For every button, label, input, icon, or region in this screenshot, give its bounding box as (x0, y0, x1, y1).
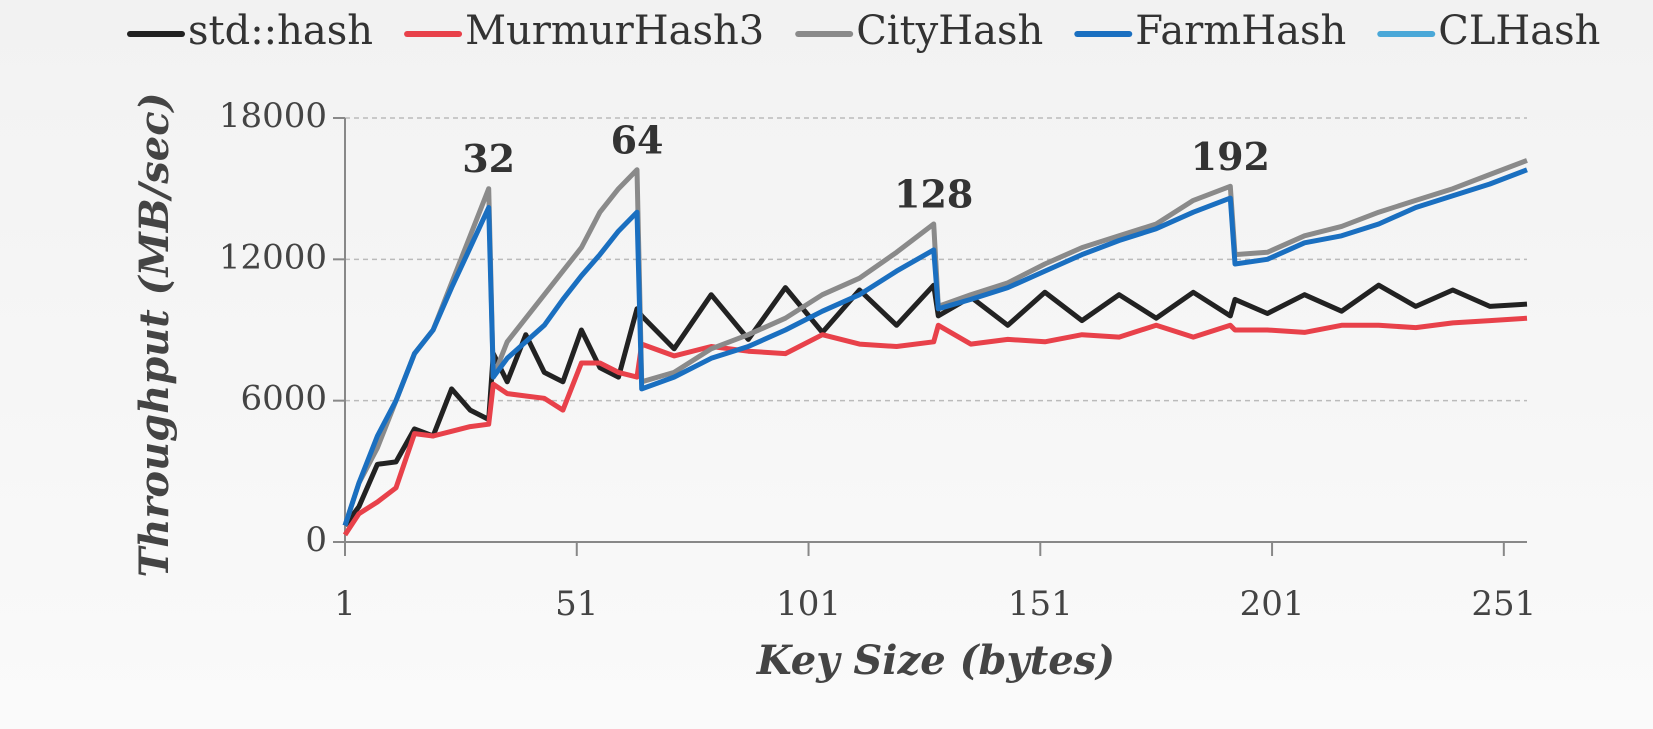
legend-label: CityHash (856, 8, 1043, 54)
annotation: 32 (462, 136, 515, 181)
x-tick-label: 101 (776, 584, 841, 624)
annotation: 128 (894, 172, 973, 217)
legend-label: MurmurHash3 (465, 8, 764, 54)
y-tick-label: 6000 (240, 379, 327, 419)
x-tick-label: 251 (1471, 584, 1536, 624)
y-tick-label: 12000 (219, 237, 327, 277)
legend-label: std::hash (188, 8, 373, 54)
y-axis-label: Throughput (MB/sec) (131, 92, 178, 577)
y-tick-label: 0 (305, 520, 327, 560)
x-axis-label: Key Size (bytes) (756, 637, 1115, 684)
series-line (342, 167, 1528, 527)
x-tick-label: 51 (555, 584, 598, 624)
series-line (342, 282, 1528, 527)
annotation: 192 (1191, 134, 1270, 179)
legend-label: FarmHash (1135, 8, 1346, 54)
x-tick-label: 151 (1008, 584, 1073, 624)
annotation: 64 (611, 117, 664, 162)
x-tick-label: 1 (334, 584, 356, 624)
series-line (342, 315, 1528, 537)
legend-label: CLHash (1438, 8, 1600, 54)
y-tick-label: 18000 (219, 96, 327, 136)
series-line (342, 158, 1528, 527)
x-tick-label: 201 (1240, 584, 1305, 624)
